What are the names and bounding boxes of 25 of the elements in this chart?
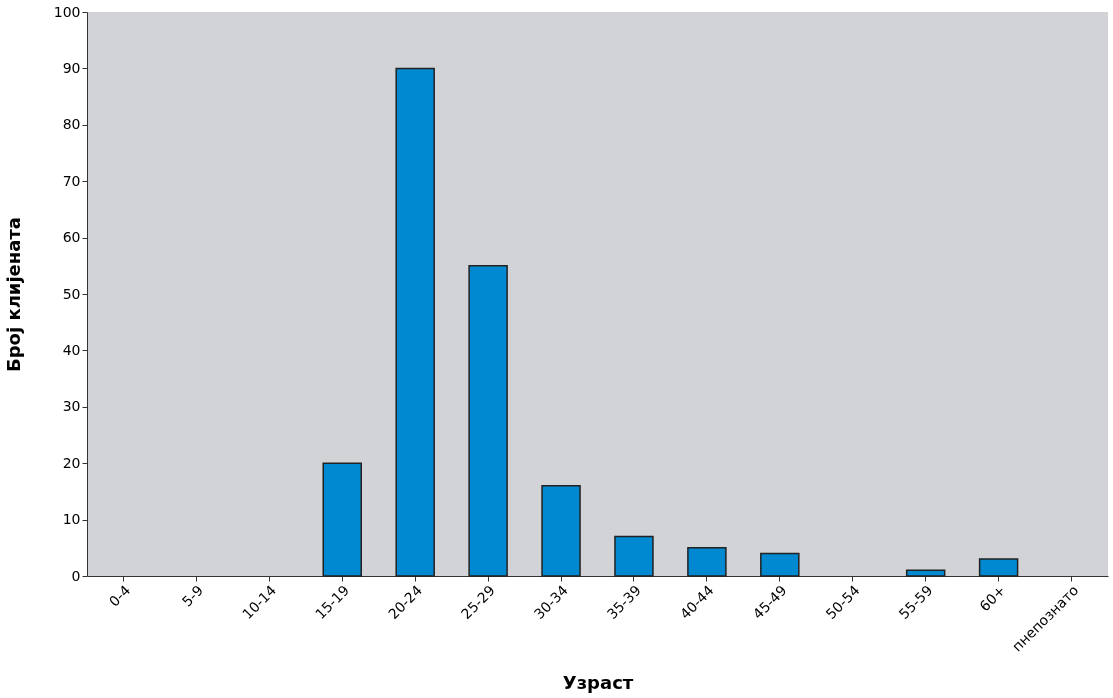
y-tick-label: 30 [62, 398, 81, 415]
bar [468, 265, 508, 577]
y-tick-label: 80 [62, 116, 81, 133]
x-tick-label: 5-9 [178, 582, 207, 610]
y-axis-title: Број клијената [2, 217, 24, 372]
y-tick-label: 50 [62, 285, 81, 302]
y-tick-label: 40 [62, 341, 81, 358]
x-tick-label: 60+ [976, 582, 1009, 615]
bar [905, 569, 946, 577]
bar [541, 485, 581, 577]
y-tick-label: 90 [62, 59, 81, 76]
y-tick-label: 70 [62, 172, 81, 189]
y-tick-label: 100 [53, 3, 81, 20]
bar [760, 552, 800, 577]
bar [395, 67, 435, 577]
x-axis-title: Узраст [562, 671, 634, 693]
bar [322, 462, 362, 577]
y-tick-label: 60 [62, 229, 81, 246]
bar [687, 547, 727, 577]
bar [614, 535, 654, 577]
x-tick-label: 0-4 [105, 582, 134, 610]
bar [978, 558, 1019, 577]
y-tick-label: 0 [71, 567, 81, 584]
y-tick-label: 10 [62, 511, 81, 528]
y-tick-label: 20 [62, 454, 81, 471]
